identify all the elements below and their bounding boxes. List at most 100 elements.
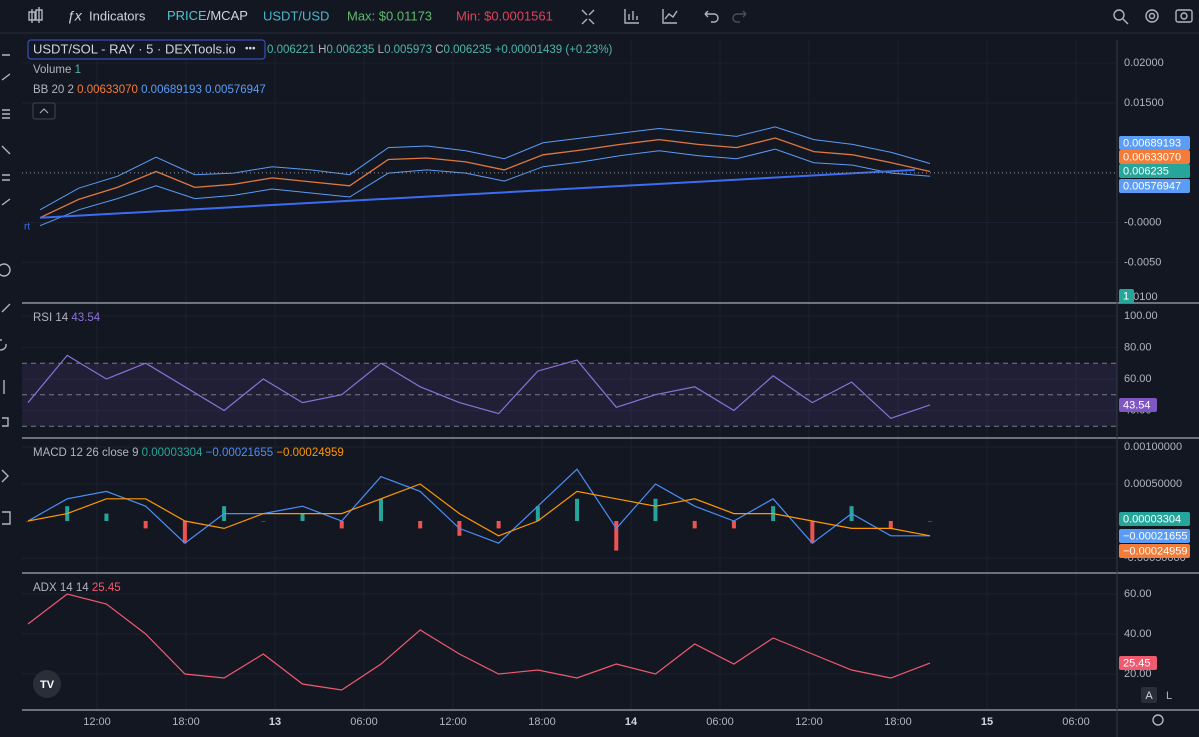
macd-hist-value: 0.00003304 — [142, 447, 203, 459]
change-value: +0.00001439 (+0.23%) — [495, 44, 613, 56]
y-tick-label: 0.02000 — [1124, 57, 1164, 69]
bb-legend: BB 20 2 0.00633070 0.00689193 0.00576947 — [33, 84, 266, 96]
max-price: Max: $0.01173 — [347, 8, 432, 23]
price-badge-label: 0.006235 — [1123, 165, 1169, 177]
price-mcap-toggle[interactable]: PRICE/MCAP — [167, 8, 248, 23]
collapse-chevron — [39, 108, 49, 114]
log-scale-button[interactable] — [1161, 687, 1177, 703]
log-scale-label[interactable]: L — [1166, 690, 1172, 702]
volume-value: 1 — [75, 64, 81, 76]
macd-histogram-bar — [810, 520, 815, 544]
close-value: 0.006235 — [444, 44, 492, 56]
more-button[interactable]: ••• — [245, 44, 256, 55]
more-tools[interactable] — [0, 303, 11, 525]
plot-layer: 12:00 18:00 13 06:00 12:00 18:00 14 06:00 12:00 1… — [0, 32, 1199, 737]
y-tick-label: -0.0000 — [1124, 216, 1161, 228]
high-label: H — [318, 44, 326, 56]
tv-logo[interactable] — [33, 670, 61, 698]
time-label: 06:00 — [1062, 716, 1090, 728]
macd-label: MACD 12 26 close 9 — [33, 447, 138, 459]
settings-center — [1148, 12, 1156, 20]
adx-label: ADX 14 14 — [33, 582, 89, 594]
candles-icon[interactable] — [28, 7, 43, 23]
macd-histogram-bar — [182, 520, 187, 544]
bb-label: BB 20 2 — [33, 84, 74, 96]
trend-label: rt — [24, 222, 30, 233]
trend-line — [39, 168, 916, 219]
rsi-label: RSI 14 — [33, 312, 69, 324]
time-label: 12:00 — [83, 716, 111, 728]
emoji-tool[interactable] — [0, 263, 11, 277]
auto-scale-button[interactable] — [1141, 687, 1157, 703]
bb-band-lower — [39, 148, 931, 227]
y-tick-label: 100.00 — [1124, 310, 1158, 322]
bb-band-upper — [39, 126, 931, 211]
price-badge — [1119, 529, 1190, 543]
compare-icon[interactable] — [662, 9, 678, 24]
price-badge — [1119, 164, 1190, 178]
symbol-box[interactable] — [27, 39, 266, 60]
macd-histogram-bar — [496, 520, 501, 529]
macd-histogram-bar — [614, 520, 619, 551]
toolbar-icons — [581, 9, 1193, 25]
y-tick-label: 60.00 — [1124, 588, 1152, 600]
adx-legend: ADX 14 14 25.45 — [33, 582, 121, 594]
pair-toggle[interactable]: USDT/USD — [263, 8, 329, 23]
indicators-button[interactable]: Indicators — [89, 8, 146, 23]
axis-settings[interactable] — [1152, 714, 1164, 726]
macd-histogram-bar — [888, 520, 893, 529]
y-tick-label: 40.00 — [1124, 628, 1152, 640]
low-label: L — [378, 44, 385, 56]
fullscreen-icon[interactable] — [581, 9, 595, 25]
toolbar — [0, 0, 1199, 33]
volume-legend: Volume 1 — [33, 64, 81, 76]
rsi-legend: RSI 14 43.54 — [33, 312, 101, 324]
price-badge-label: 1 — [1123, 290, 1129, 302]
price-badge — [1119, 512, 1190, 526]
bars-icon[interactable] — [624, 9, 639, 24]
macd-histogram-bar — [535, 506, 540, 521]
price-badge — [1119, 179, 1190, 193]
mcap-option[interactable]: /MCAP — [207, 8, 248, 23]
macd-histogram-bar — [26, 520, 30, 522]
open-value: 0.006221 — [267, 44, 315, 56]
price-badge — [1119, 656, 1157, 670]
time-label: 18:00 — [884, 716, 912, 728]
price-badge — [1119, 289, 1134, 303]
y-tick-label: 0.00100000 — [1124, 441, 1182, 453]
undo-icon[interactable] — [704, 10, 719, 23]
low-value: 0.005973 — [384, 44, 432, 56]
tv-logo-text: TV — [40, 679, 55, 691]
auto-scale-label[interactable]: A — [1145, 690, 1153, 702]
search-handle — [1122, 18, 1129, 25]
price-badge-label: −0.00024959 — [1123, 545, 1188, 557]
settings-icon[interactable] — [1145, 9, 1159, 23]
price-line — [39, 137, 931, 219]
price-badge-label: 25.45 — [1123, 657, 1151, 669]
collapse-button[interactable] — [32, 102, 56, 120]
symbol-name[interactable]: USDT/SOL - RAY · 5 · DEXTools.io — [33, 41, 236, 56]
macd-histogram-bar — [418, 520, 423, 529]
price-badge-label: 0.00576947 — [1123, 180, 1181, 192]
price-badge-label: 43.54 — [1123, 399, 1151, 411]
price-badge-label: −0.00021655 — [1123, 530, 1188, 542]
rsi-line — [27, 354, 931, 419]
macd-histogram-bar — [928, 520, 932, 522]
volume-label: Volume — [33, 64, 71, 76]
adx-value: 25.45 — [92, 582, 121, 594]
time-label: 13 — [269, 716, 281, 728]
time-label: 06:00 — [350, 716, 378, 728]
redo-icon[interactable] — [732, 10, 747, 23]
macd-histogram-bar — [653, 498, 658, 521]
search-icon[interactable] — [1113, 9, 1125, 21]
drawing-tools[interactable] — [1, 54, 11, 206]
price-option[interactable]: PRICE — [167, 8, 207, 23]
macd-legend: MACD 12 26 close 9 0.00003304 −0.0002165… — [33, 447, 344, 459]
y-tick-label: 0.01500 — [1124, 97, 1164, 109]
min-price: Min: $0.0001561 — [456, 8, 553, 23]
price-badge — [1119, 136, 1190, 150]
fx-icon[interactable]: ƒx — [67, 8, 83, 24]
macd-histogram-bar — [731, 520, 736, 529]
camera-icon[interactable] — [1175, 9, 1193, 23]
